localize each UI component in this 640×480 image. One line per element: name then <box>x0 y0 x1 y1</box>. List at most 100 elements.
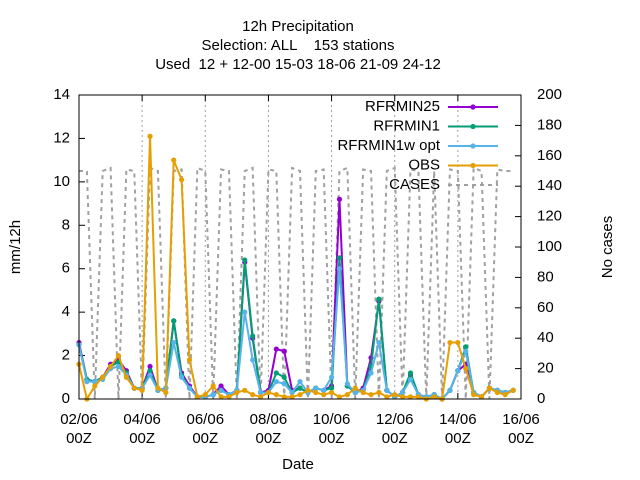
data-point <box>257 389 264 396</box>
legend-marker <box>470 123 476 130</box>
data-point <box>147 368 153 374</box>
y2-tick-label: 40 <box>537 329 554 346</box>
data-point <box>273 370 279 376</box>
data-point <box>336 394 343 400</box>
data-point <box>186 385 193 391</box>
y2-tick-label: 200 <box>537 86 562 103</box>
data-point <box>179 177 185 183</box>
data-point <box>471 392 477 398</box>
x-tick-label: 08/06 00Z <box>249 411 288 447</box>
x-axis-label: Date <box>282 456 314 473</box>
data-point <box>273 346 279 352</box>
x-tick-label: 10/06 00Z <box>312 411 351 447</box>
data-point <box>84 379 90 385</box>
data-point <box>242 309 248 315</box>
data-point <box>100 374 106 380</box>
data-point <box>384 394 390 400</box>
y-tick-label: 14 <box>53 86 70 103</box>
data-point <box>463 366 469 372</box>
data-point <box>360 389 366 396</box>
y2-tick-label: 20 <box>537 360 554 377</box>
data-point <box>297 385 303 391</box>
plot-frame <box>78 94 522 400</box>
data-point <box>171 339 177 346</box>
data-point <box>273 379 279 385</box>
data-point <box>171 318 177 324</box>
data-point <box>194 394 200 400</box>
y2-tick-label: 100 <box>537 238 562 255</box>
chart-title: 12h Precipitation <box>242 18 354 35</box>
legend-marker <box>470 104 476 110</box>
legend-label: RFRMIN25 <box>365 98 440 115</box>
x-tick-label: 04/06 00Z <box>123 411 161 447</box>
data-point <box>250 392 256 398</box>
data-point <box>376 389 382 396</box>
data-point <box>407 394 414 400</box>
data-point <box>400 394 406 400</box>
data-point <box>455 339 461 346</box>
data-point <box>336 266 343 272</box>
data-point <box>242 387 248 393</box>
data-point <box>336 255 343 261</box>
y-tick-label: 12 <box>53 129 70 146</box>
data-point <box>147 372 153 378</box>
data-point <box>210 383 216 389</box>
data-point <box>455 368 461 374</box>
data-point <box>257 394 264 400</box>
data-point <box>281 348 287 354</box>
data-point <box>447 339 453 346</box>
x-tick-label: 16/06 00Z <box>502 411 540 447</box>
data-point <box>147 363 153 370</box>
data-point <box>463 348 469 354</box>
data-point <box>186 357 193 363</box>
legend-label: OBS <box>408 156 440 173</box>
data-point <box>431 394 437 400</box>
data-point <box>123 374 129 380</box>
y2-tick-label: 60 <box>537 299 554 316</box>
data-point <box>368 370 374 376</box>
y2-tick-label: 0 <box>537 390 545 407</box>
data-point <box>415 394 421 400</box>
data-point <box>313 385 319 391</box>
y-tick-label: 2 <box>62 347 70 364</box>
y-tick-label: 0 <box>62 390 70 407</box>
y-tick-label: 4 <box>62 303 70 320</box>
data-point <box>163 389 169 396</box>
data-point <box>502 392 508 398</box>
data-point <box>250 357 256 363</box>
x-tick-label: 02/06 00Z <box>60 411 98 447</box>
data-point <box>242 257 248 263</box>
legend-marker <box>470 162 476 169</box>
data-point <box>281 381 287 387</box>
data-point <box>313 389 319 396</box>
y2-tick-label: 80 <box>537 268 554 285</box>
x-tick-label: 12/06 00Z <box>375 411 414 447</box>
data-point <box>297 379 303 385</box>
data-point <box>321 387 327 393</box>
data-point <box>281 394 287 400</box>
data-point <box>305 387 311 393</box>
data-point <box>510 387 516 393</box>
data-point <box>328 374 335 380</box>
data-point <box>407 376 414 383</box>
data-point <box>321 392 327 398</box>
y2-tick-label: 140 <box>537 177 562 194</box>
y2-tick-label: 120 <box>537 208 562 225</box>
y2-tick-label: 180 <box>537 116 562 133</box>
data-point <box>400 389 406 396</box>
data-point <box>392 392 398 398</box>
data-point <box>344 381 350 387</box>
data-point <box>289 394 295 400</box>
data-point <box>202 392 208 398</box>
data-point <box>336 196 343 202</box>
x-tick-label: 06/06 00Z <box>186 411 225 447</box>
data-point <box>407 370 414 376</box>
data-point <box>289 389 295 396</box>
data-point <box>273 392 279 398</box>
data-point <box>226 394 232 400</box>
data-point <box>352 389 358 396</box>
data-point <box>234 389 240 396</box>
data-point <box>478 394 485 400</box>
